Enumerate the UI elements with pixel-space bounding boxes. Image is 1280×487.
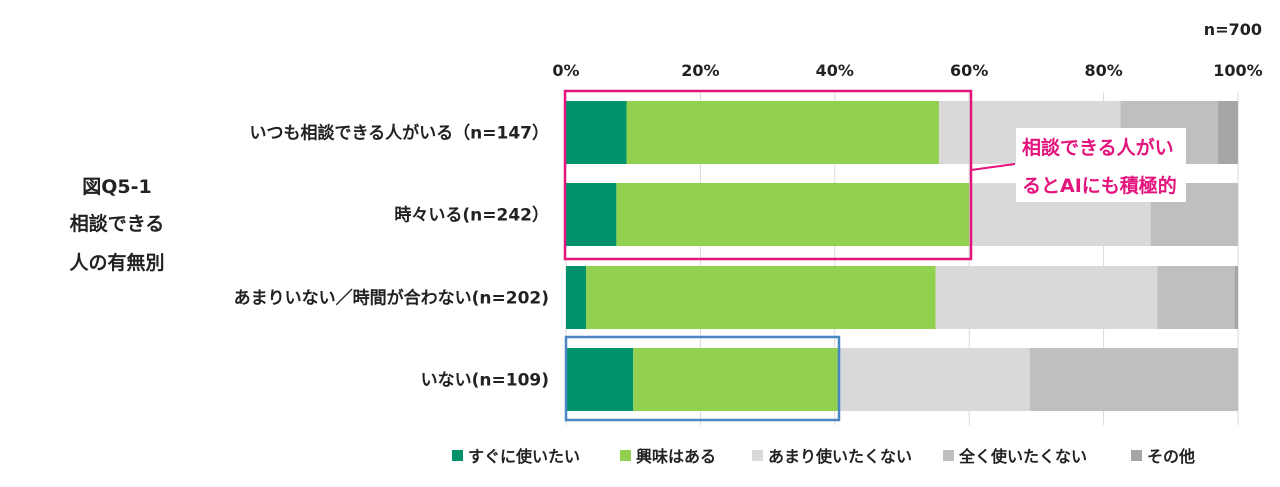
bar-segment	[566, 101, 627, 164]
bar-segment	[566, 266, 587, 329]
legend-swatch	[943, 450, 954, 461]
bar-segment	[586, 266, 936, 329]
bar-segment	[1217, 101, 1238, 164]
legend-label: その他	[1147, 447, 1195, 466]
chart-title: 図Q5-1 相談できる 人の有無別	[69, 176, 164, 274]
x-tick-label: 80%	[1084, 61, 1122, 80]
title-line-2: 相談できる	[70, 212, 165, 235]
sample-size-note: n=700	[1204, 20, 1262, 39]
bar-segment	[1029, 348, 1238, 411]
annotation-line-1: 相談できる人がい	[1022, 136, 1174, 159]
legend-item: その他	[1131, 447, 1195, 466]
category-labels: いつも相談できる人がいる（n=147） 時々いる(n=242） あまりいない／時間が…	[234, 123, 549, 391]
annotation-connector	[970, 163, 1016, 171]
legend-item: あまり使いたくない	[752, 447, 912, 466]
legend-swatch	[1131, 450, 1142, 461]
legend-label: 全く使いたくない	[958, 447, 1087, 466]
bar-segment	[838, 348, 1030, 411]
bar-segment	[626, 101, 939, 164]
bar-segment	[1157, 266, 1235, 329]
x-tick-label: 20%	[681, 61, 719, 80]
category-label: いつも相談できる人がいる（n=147）	[250, 123, 550, 144]
annotation-line-2: るとAIにも積極的	[1022, 174, 1177, 197]
highlight-box-pink	[563, 89, 973, 261]
category-label: あまりいない／時間が合わない(n=202)	[234, 288, 549, 309]
bar-segment	[616, 183, 970, 246]
title-line-1: 図Q5-1	[82, 176, 151, 198]
legend-swatch	[452, 450, 463, 461]
highlight-box-blue	[564, 335, 841, 422]
legend-label: あまり使いたくない	[768, 447, 912, 466]
legend-label: すぐに使いたい	[468, 447, 580, 466]
x-tick-label: 60%	[950, 61, 988, 80]
x-tick-label: 40%	[816, 61, 854, 80]
legend-item: すぐに使いたい	[452, 447, 580, 466]
category-label: 時々いる(n=242）	[394, 205, 549, 226]
legend-swatch	[620, 450, 631, 461]
bar-segment	[935, 266, 1158, 329]
x-tick-label: 100%	[1213, 61, 1262, 80]
bar-segment	[633, 348, 839, 411]
bar-segment	[566, 348, 634, 411]
legend-swatch	[752, 450, 763, 461]
title-line-3: 人の有無別	[69, 251, 164, 274]
legend-item: 興味はある	[620, 447, 716, 466]
legend-item: 全く使いたくない	[943, 447, 1087, 466]
bar-segment	[566, 183, 617, 246]
x-tick-label: 0%	[552, 61, 579, 80]
category-label: いない(n=109)	[421, 371, 549, 391]
bar-segment	[1234, 266, 1238, 329]
annotation: 相談できる人がい るとAIにも積極的	[970, 128, 1186, 202]
legend: すぐに使いたい 興味はある あまり使いたくない 全く使いたくない その他	[452, 447, 1195, 466]
legend-label: 興味はある	[636, 447, 716, 466]
x-axis-ticks: 0% 20% 40% 60% 80% 100%	[552, 61, 1262, 80]
annotation-background	[1016, 128, 1186, 202]
